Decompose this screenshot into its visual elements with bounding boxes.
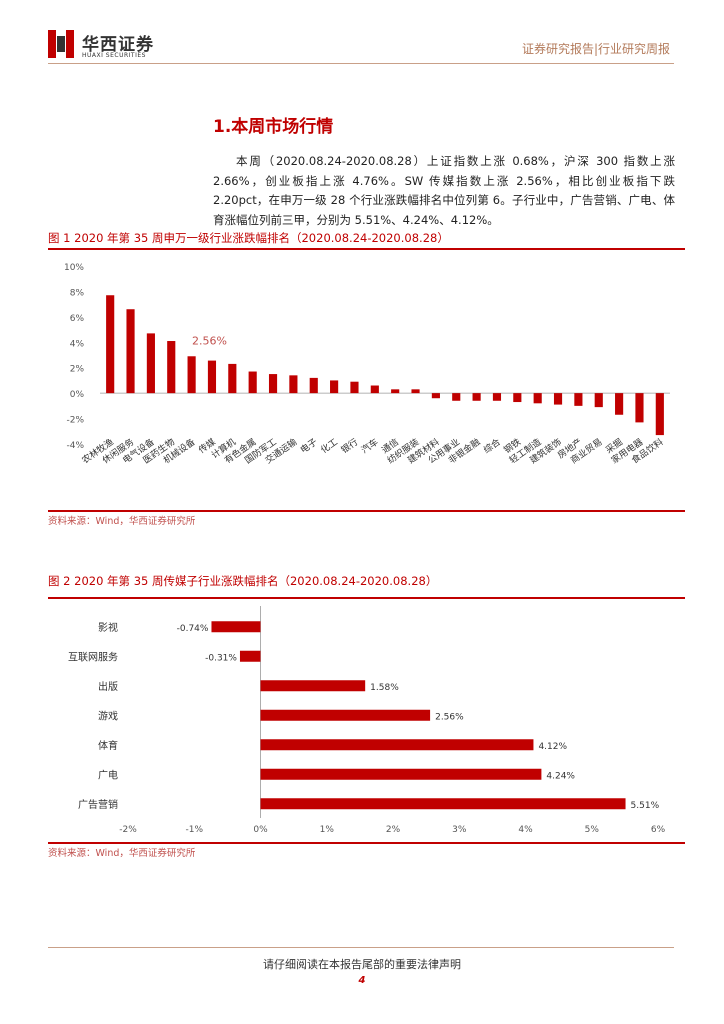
x-tick-label: 汽车 xyxy=(359,436,381,456)
data-label: 4.24% xyxy=(546,771,575,781)
bar-出版 xyxy=(260,680,366,692)
bar-通信 xyxy=(391,389,400,394)
bar-休闲服务 xyxy=(126,309,135,394)
bar-综合 xyxy=(492,393,502,401)
y-tick-label: 互联网服务 xyxy=(68,650,118,663)
data-label: -0.31% xyxy=(205,653,237,663)
x-tick-label: 电子 xyxy=(298,436,320,456)
x-tick-label: 1% xyxy=(320,825,335,835)
bar-建筑装饰 xyxy=(553,393,563,405)
page-number: 4 xyxy=(358,975,366,986)
figure1-chart: 10%8%6%4%2%0%-2%-4%农林牧渔休闲服务电气设备医药生物机械设备传… xyxy=(64,263,670,466)
x-tick-label: 银行 xyxy=(339,436,361,456)
logo-en-text: HUAXI SECURITIES xyxy=(82,52,146,59)
x-tick-label: 化工 xyxy=(318,436,340,456)
footer-divider xyxy=(48,947,674,948)
y-tick-label: 10% xyxy=(64,263,84,273)
y-tick-label: 体育 xyxy=(98,739,118,752)
bar-互联网服务 xyxy=(239,650,261,662)
highlight-data-label: 2.56% xyxy=(192,335,227,348)
data-label: 4.12% xyxy=(538,742,567,752)
x-tick-label: 6% xyxy=(651,825,666,835)
bar-广电 xyxy=(260,768,542,780)
y-tick-label: 出版 xyxy=(98,680,118,693)
bar-房地产 xyxy=(574,393,583,406)
figure2-top-rule xyxy=(48,597,685,599)
x-tick-label: 0% xyxy=(253,825,268,835)
bar-国防军工 xyxy=(268,374,278,394)
bar-有色金属 xyxy=(248,371,257,394)
bar-体育 xyxy=(260,739,534,751)
bar-电子 xyxy=(309,377,318,394)
bar-家用电器 xyxy=(635,393,644,423)
bar-商业贸易 xyxy=(594,393,603,408)
bar-采掘 xyxy=(615,393,624,415)
bar-影视 xyxy=(211,621,261,633)
summary-paragraph: 本周（2020.08.24-2020.08.28）上证指数上涨 0.68%，沪深… xyxy=(213,154,675,227)
bar-轻工制造 xyxy=(533,393,542,404)
figure1-source: 资料来源：Wind，华西证券研究所 xyxy=(48,516,196,527)
x-tick-label: 5% xyxy=(585,825,600,835)
bar-计算机 xyxy=(228,363,237,394)
y-tick-label: 广电 xyxy=(98,768,118,781)
y-tick-label: 游戏 xyxy=(98,709,118,722)
bar-纺织服装 xyxy=(411,389,420,394)
y-tick-label: -2% xyxy=(66,416,84,426)
bar-食品饮料 xyxy=(655,393,664,436)
x-tick-label: 综合 xyxy=(481,436,503,456)
legal-disclaimer: 请仔细阅读在本报告尾部的重要法律声明 xyxy=(263,958,461,971)
figure1-title: 图 1 2020 年第 35 周申万一级行业涨跌幅排名（2020.08.24-2… xyxy=(48,231,449,245)
header-divider xyxy=(48,63,674,64)
bar-医药生物 xyxy=(167,341,176,394)
x-tick-label: -2% xyxy=(119,825,137,835)
bar-游戏 xyxy=(260,709,431,721)
y-tick-label: 广告营销 xyxy=(78,798,118,811)
figure2-title: 图 2 2020 年第 35 周传媒子行业涨跌幅排名（2020.08.24-20… xyxy=(48,574,438,588)
y-tick-label: 6% xyxy=(70,314,85,324)
bar-传媒 xyxy=(207,360,217,394)
y-tick-label: 4% xyxy=(70,339,85,349)
bar-机械设备 xyxy=(187,356,196,394)
bar-电气设备 xyxy=(146,333,155,394)
figure2-chart: -2% -1% 0% 1% 2% 3% 4% 5% 6% 影视 -0.74% 互联网服务 -0.31% 出… xyxy=(68,606,666,835)
page-header: 华西证券 HUAXI SECURITIES 证券研究报告|行业研究周报 xyxy=(0,0,724,70)
figure2-source: 资料来源：Wind，华西证券研究所 xyxy=(48,848,196,859)
logo-cn-text: 华西证券 xyxy=(82,35,154,55)
x-tick-label: 4% xyxy=(518,825,533,835)
data-label: 2.56% xyxy=(435,712,464,722)
bar-建筑材料 xyxy=(431,393,440,399)
y-tick-label: 0% xyxy=(70,390,85,400)
report-type-label: 证券研究报告|行业研究周报 xyxy=(521,42,670,56)
bar-钢铁 xyxy=(513,393,522,403)
bar-非银金融 xyxy=(472,393,481,401)
figure2-bottom-rule xyxy=(48,842,685,844)
figure1-top-rule xyxy=(48,248,685,250)
figure1-bottom-rule xyxy=(48,510,685,512)
bar-交通运输 xyxy=(289,375,298,394)
bar-公用事业 xyxy=(452,393,461,401)
y-tick-label: 8% xyxy=(70,288,85,298)
bar-广告营销 xyxy=(260,798,626,810)
y-tick-label: -4% xyxy=(66,441,84,451)
x-tick-label: 2% xyxy=(386,825,401,835)
bar-化工 xyxy=(330,380,339,394)
bar-银行 xyxy=(350,381,359,394)
huaxi-logo-icon xyxy=(48,30,74,58)
x-tick-label: -1% xyxy=(185,825,203,835)
data-label: -0.74% xyxy=(177,624,209,634)
bar-农林牧渔 xyxy=(106,295,115,394)
section-title: 1.本周市场行情 xyxy=(213,117,334,137)
x-tick-label: 3% xyxy=(452,825,467,835)
data-label: 5.51% xyxy=(631,801,660,811)
y-tick-label: 影视 xyxy=(98,621,118,634)
data-label: 1.58% xyxy=(370,683,399,693)
y-tick-label: 2% xyxy=(70,365,85,375)
bar-汽车 xyxy=(370,385,379,394)
